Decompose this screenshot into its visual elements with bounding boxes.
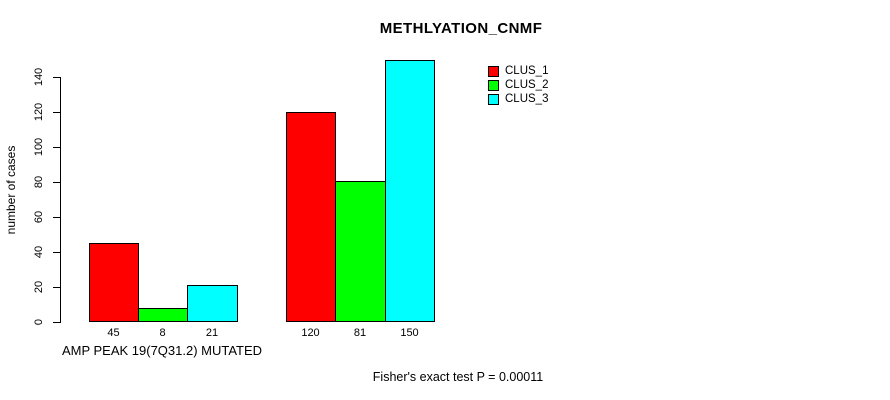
y-axis-tick-label: 40 bbox=[33, 245, 45, 259]
y-axis-tick-label: 60 bbox=[33, 210, 45, 224]
bar-clus_3-group2 bbox=[385, 60, 435, 322]
bar-value-label: 120 bbox=[301, 327, 320, 339]
y-axis-tick bbox=[53, 77, 60, 78]
bar-clus_1-group1 bbox=[89, 243, 139, 322]
bar-clus_3-group1 bbox=[187, 285, 238, 322]
y-axis-tick-label: 140 bbox=[33, 67, 45, 87]
bar-value-label: 150 bbox=[400, 327, 419, 339]
y-axis-tick-label: 80 bbox=[33, 175, 45, 189]
legend-swatch-clus_1 bbox=[488, 65, 499, 77]
y-axis-line bbox=[60, 77, 61, 323]
legend-label: CLUS_3 bbox=[505, 93, 549, 105]
y-axis-tick bbox=[53, 252, 60, 253]
legend-label: CLUS_2 bbox=[505, 79, 549, 91]
y-axis-tick bbox=[53, 217, 60, 218]
x-category-label: AMP PEAK 19(7Q31.2) MUTATED bbox=[61, 343, 263, 358]
y-axis-tick-label: 120 bbox=[33, 102, 45, 122]
bar-clus_2-group2 bbox=[335, 181, 386, 322]
chart-title: METHLYATION_CNMF bbox=[379, 20, 543, 37]
y-axis-title: number of cases bbox=[4, 145, 18, 235]
legend-item: CLUS_1 bbox=[488, 64, 548, 78]
bar-value-label: 45 bbox=[107, 327, 120, 339]
bar-clus_2-group1 bbox=[138, 308, 188, 322]
y-axis-tick bbox=[53, 287, 60, 288]
y-axis-tick-label: 100 bbox=[33, 137, 45, 157]
legend: CLUS_1 CLUS_2 CLUS_3 bbox=[488, 64, 548, 106]
y-axis-tick bbox=[53, 112, 60, 113]
legend-swatch-clus_3 bbox=[488, 93, 499, 105]
bar-clus_1-group2 bbox=[286, 112, 336, 322]
legend-item: CLUS_3 bbox=[488, 92, 548, 106]
y-axis-tick bbox=[53, 322, 60, 323]
y-axis-tick-label: 20 bbox=[33, 280, 45, 294]
bar-value-label: 81 bbox=[353, 327, 367, 339]
fisher-test-annotation: Fisher's exact test P = 0.00011 bbox=[372, 370, 544, 384]
legend-item: CLUS_2 bbox=[488, 78, 548, 92]
y-axis-tick bbox=[53, 147, 60, 148]
legend-swatch-clus_2 bbox=[488, 79, 499, 91]
bar-value-label: 8 bbox=[159, 327, 166, 339]
bar-value-label: 21 bbox=[205, 327, 219, 339]
legend-label: CLUS_1 bbox=[505, 65, 549, 77]
y-axis-tick-label: 0 bbox=[33, 318, 45, 326]
y-axis-tick bbox=[53, 182, 60, 183]
